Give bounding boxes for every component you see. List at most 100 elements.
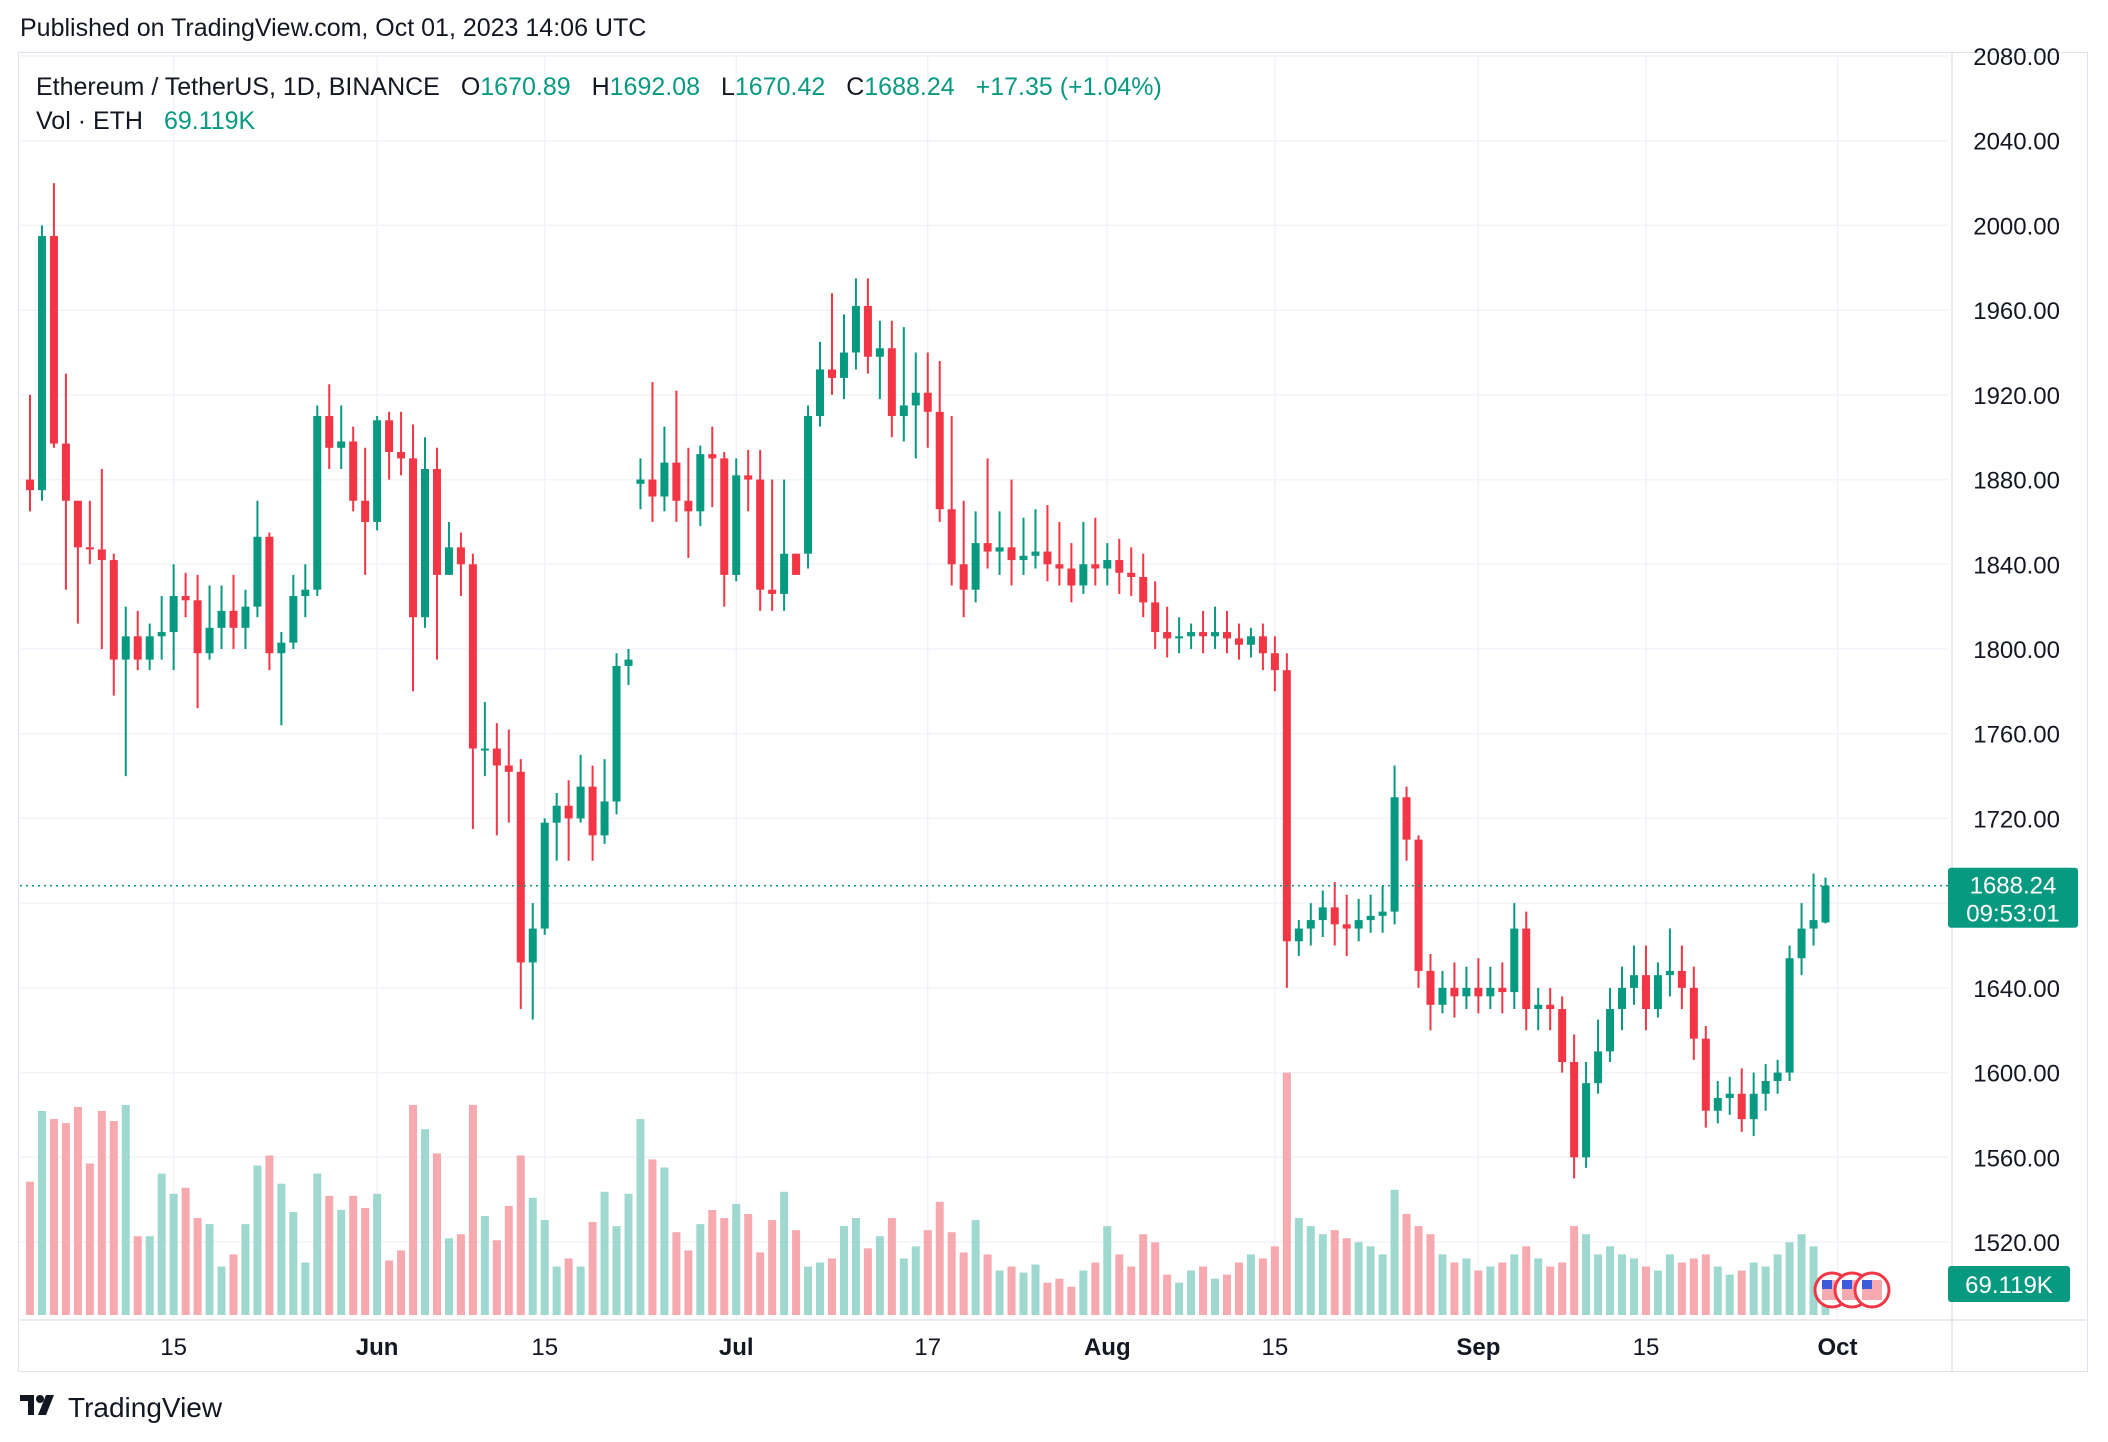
volume-bar: [672, 1232, 681, 1315]
time-axis: 15 Jun 15 Jul 17 Aug 15 Sep 15 Oct: [160, 1334, 1857, 1361]
price-axis: 1520.001560.001600.001640.001680.001720.…: [1973, 44, 2060, 1257]
candle-body: [1318, 907, 1327, 921]
volume-bar: [1450, 1262, 1459, 1315]
volume-bar: [768, 1220, 777, 1315]
volume-bar: [947, 1232, 956, 1315]
volume-bar: [373, 1193, 382, 1315]
volume-bar: [409, 1104, 418, 1315]
volume-bar: [253, 1165, 262, 1315]
legend-volume: 69.119K: [163, 107, 256, 135]
candle-body: [169, 596, 178, 633]
candle-body: [911, 392, 920, 406]
candle-body: [720, 458, 729, 575]
us-event-flag-icon[interactable]: [1853, 1271, 1891, 1309]
volume-bar: [660, 1167, 669, 1315]
candle-body: [1199, 632, 1208, 637]
volume-bar: [1031, 1264, 1040, 1315]
candle-body: [1737, 1093, 1746, 1120]
volume-bar: [1402, 1214, 1411, 1315]
volume-bar: [744, 1214, 753, 1315]
volume-bar: [85, 1163, 94, 1315]
volume-bar: [468, 1104, 477, 1315]
candle-body: [1677, 970, 1686, 988]
volume-bar: [1498, 1262, 1507, 1315]
candle-body: [109, 560, 118, 660]
volume-bar: [1163, 1274, 1172, 1315]
last-price-badge-bg: [1948, 867, 2078, 928]
candle-body: [648, 479, 657, 497]
volume-badge-label: 69.119K: [1965, 1272, 2053, 1299]
volume-bars: [26, 1072, 1830, 1315]
volume-bar: [1187, 1270, 1196, 1315]
candle-body: [1031, 551, 1040, 556]
volume-bar: [839, 1226, 848, 1315]
candle-body: [1749, 1093, 1758, 1120]
volume-bar: [756, 1252, 765, 1315]
volume-bar: [1223, 1274, 1231, 1315]
volume-bar: [528, 1197, 537, 1315]
candle-body: [1522, 928, 1531, 1010]
volume-bar: [301, 1262, 310, 1315]
volume-bar: [1510, 1254, 1519, 1315]
candle-body: [145, 636, 154, 660]
candle-body: [1282, 670, 1291, 942]
candle-body: [397, 452, 406, 459]
time-tick-label: Jun: [356, 1334, 399, 1361]
candle-body: [672, 462, 681, 501]
volume-bar: [1282, 1072, 1291, 1315]
price-tick-label: 1640.00: [1973, 976, 2060, 1003]
volume-bar: [289, 1211, 298, 1315]
volume-bar: [1330, 1230, 1339, 1315]
volume-bar: [1725, 1274, 1734, 1315]
legend-volume-label[interactable]: Vol · ETH: [36, 107, 143, 135]
flag-canton: [1862, 1280, 1872, 1289]
candle-body: [1426, 970, 1435, 1005]
candle-body: [564, 805, 573, 819]
candle-body: [768, 589, 777, 594]
volume-bar: [1354, 1242, 1363, 1315]
volume-bar: [983, 1254, 992, 1315]
candle-body: [1546, 1004, 1555, 1010]
candle-body: [1258, 636, 1267, 654]
volume-bar: [899, 1258, 908, 1315]
volume-bar: [935, 1201, 944, 1315]
candle-body: [875, 348, 884, 357]
volume-bar: [1701, 1254, 1710, 1315]
candle-body: [1378, 911, 1387, 916]
volume-bar: [325, 1195, 334, 1315]
legend-open: 1670.89: [480, 73, 571, 101]
volume-bar: [1618, 1254, 1627, 1315]
volume-bar: [181, 1187, 190, 1315]
price-tick-label: 1880.00: [1973, 468, 2060, 495]
candle-body: [1127, 572, 1136, 577]
candle-body: [1115, 560, 1124, 573]
candle-body: [1019, 555, 1028, 561]
volume-bar: [1234, 1262, 1243, 1315]
candle-body: [1785, 958, 1794, 1073]
candle-body: [241, 606, 250, 628]
candle-body: [1558, 1009, 1567, 1062]
candle-body: [1151, 602, 1160, 633]
chart-frame: [18, 52, 2088, 1372]
legend-symbol[interactable]: Ethereum / TetherUS, 1D, BINANCE: [36, 73, 440, 101]
volume-bar: [1522, 1246, 1531, 1315]
volume-bar: [816, 1262, 825, 1315]
volume-bar: [720, 1218, 729, 1315]
volume-bar: [732, 1203, 741, 1315]
volume-bar: [1474, 1270, 1483, 1315]
volume-bar: [1546, 1266, 1555, 1315]
candle-body: [588, 786, 597, 836]
tradingview-brand[interactable]: TradingView: [20, 1392, 222, 1424]
candle-body: [1594, 1051, 1603, 1084]
volume-bar: [109, 1121, 118, 1315]
grid: [20, 52, 2086, 1372]
candle-body: [1342, 924, 1351, 929]
candle-body: [1306, 920, 1315, 929]
volume-bar: [959, 1252, 968, 1315]
price-tick-label: 2040.00: [1973, 129, 2060, 156]
volume-bar: [576, 1266, 585, 1315]
volume-bar: [1055, 1278, 1064, 1315]
price-tick-label: 1600.00: [1973, 1061, 2060, 1088]
